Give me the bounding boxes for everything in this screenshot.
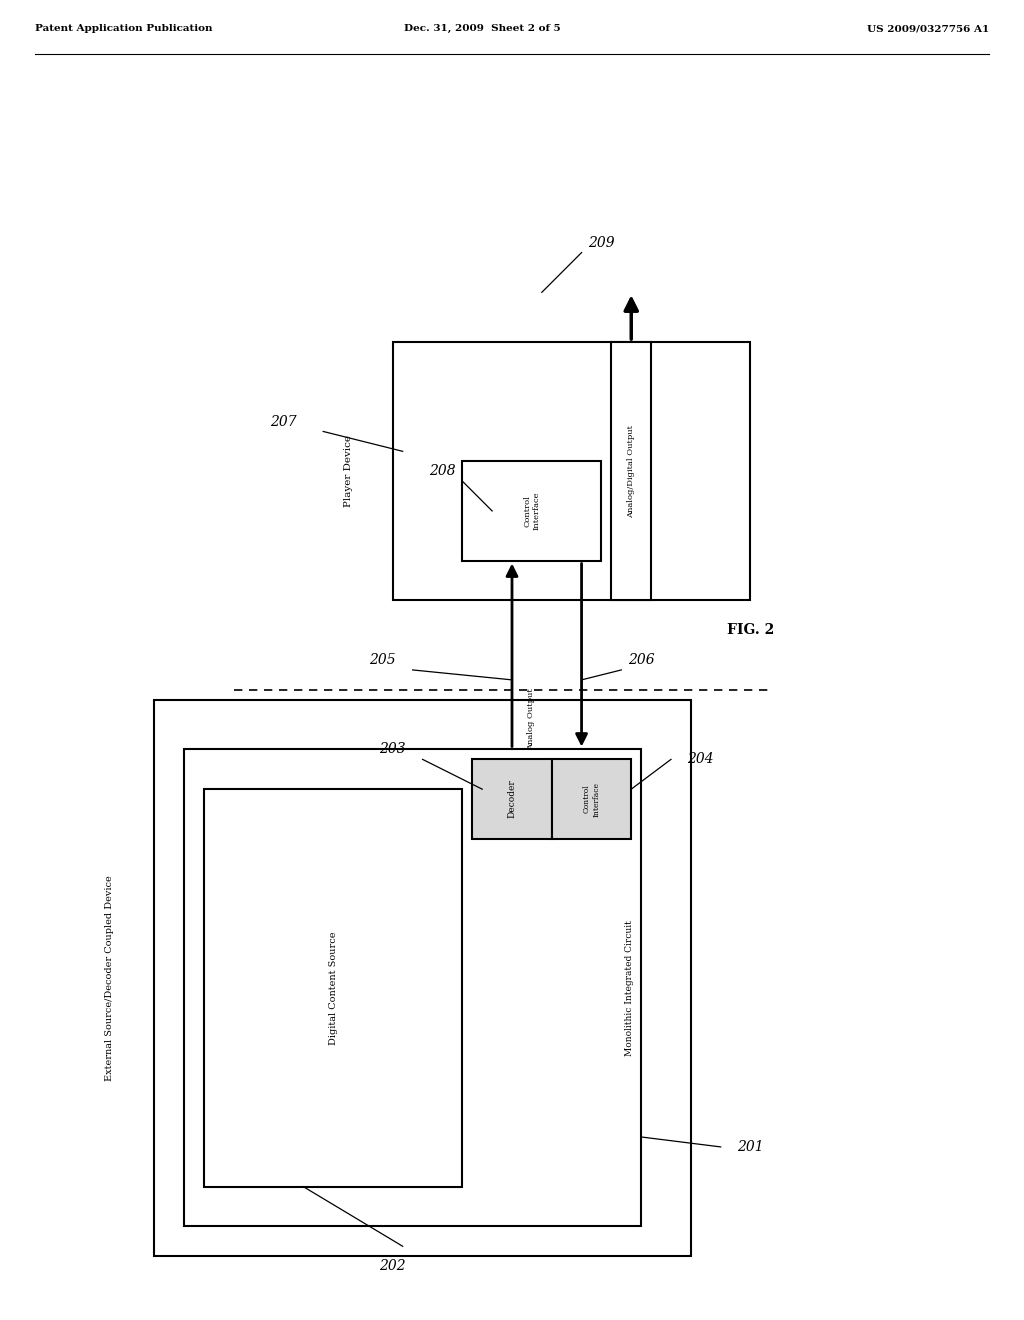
- Text: External Source/Decoder Coupled Device: External Source/Decoder Coupled Device: [105, 875, 114, 1081]
- Text: Patent Application Publication: Patent Application Publication: [35, 24, 213, 33]
- Text: 201: 201: [737, 1140, 764, 1154]
- Text: 208: 208: [429, 465, 456, 478]
- Text: Analog Output: Analog Output: [527, 689, 535, 751]
- Text: Decoder: Decoder: [508, 780, 516, 818]
- Text: 207: 207: [270, 414, 297, 429]
- Text: 206: 206: [628, 653, 654, 667]
- Text: Analog/Digital Output: Analog/Digital Output: [628, 425, 635, 517]
- Bar: [611, 342, 651, 601]
- Bar: [552, 759, 631, 840]
- Bar: [155, 700, 691, 1257]
- Bar: [462, 461, 601, 561]
- Text: Player Device: Player Device: [343, 436, 352, 507]
- Text: Digital Content Source: Digital Content Source: [329, 931, 338, 1044]
- Text: 204: 204: [687, 752, 714, 767]
- Bar: [393, 342, 751, 601]
- Text: Monolithic Integrated Circuit: Monolithic Integrated Circuit: [625, 920, 634, 1056]
- Text: FIG. 2: FIG. 2: [727, 623, 774, 638]
- Text: 202: 202: [380, 1259, 407, 1274]
- Bar: [472, 759, 552, 840]
- Text: 205: 205: [370, 653, 396, 667]
- Text: Control
Interface: Control Interface: [583, 781, 600, 817]
- Text: US 2009/0327756 A1: US 2009/0327756 A1: [866, 24, 989, 33]
- Text: Control
Interface: Control Interface: [523, 491, 541, 531]
- Text: 203: 203: [380, 742, 407, 756]
- Text: 209: 209: [588, 236, 614, 249]
- Text: Dec. 31, 2009  Sheet 2 of 5: Dec. 31, 2009 Sheet 2 of 5: [403, 24, 560, 33]
- Bar: [204, 789, 462, 1187]
- Bar: [184, 750, 641, 1226]
